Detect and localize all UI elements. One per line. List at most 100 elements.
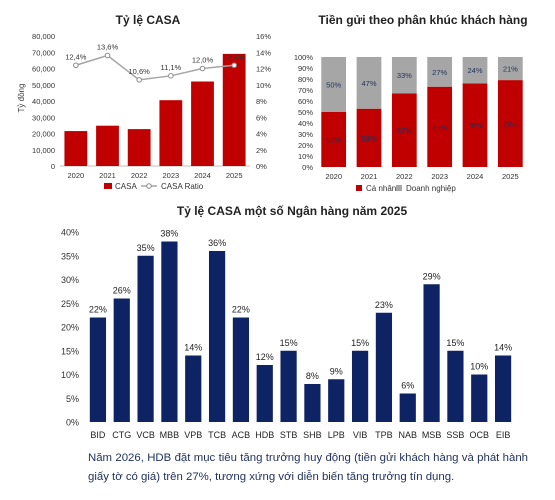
doanh-nghiep-bar	[497, 57, 523, 81]
legend-swatch-doanh-nghiep	[396, 185, 402, 191]
bank-tick-label: ACB	[232, 430, 251, 440]
segment-value-label: 53%	[361, 134, 376, 143]
bank-chart-title: Tỷ lệ CASA một số Ngân hàng năm 2025	[177, 204, 408, 218]
y-tick-label: 20,000	[32, 130, 55, 139]
bank-tick-label: VPB	[184, 430, 202, 440]
bank-tick-label: TCB	[208, 430, 226, 440]
casa-bar	[159, 100, 183, 166]
casa-y-axis-label: Tỷ đồng	[17, 84, 26, 113]
segment-value-label: 50%	[326, 81, 341, 90]
y2-tick-label: 2%	[256, 146, 267, 155]
casa-ratio-label: 11,1%	[160, 63, 181, 72]
segment-value-label: 67%	[397, 126, 412, 135]
doanh-nghiep-bar	[391, 57, 417, 94]
bank-value-label: 14%	[184, 343, 202, 353]
bank-value-label: 22%	[232, 305, 250, 315]
y-tick-label: 60%	[298, 97, 313, 106]
x-tick-label: 2023	[431, 172, 448, 181]
y-tick-label: 10%	[298, 152, 313, 161]
ca-nhan-bar	[356, 108, 382, 167]
ca-nhan-bar	[497, 80, 523, 167]
casa-legend: CASA CASA Ratio	[104, 182, 204, 191]
bank-casa-bar	[161, 241, 178, 422]
bank-value-label: 35%	[137, 243, 155, 253]
bank-value-label: 36%	[208, 238, 226, 248]
y-tick-label: 40%	[298, 119, 313, 128]
bank-value-label: 8%	[306, 371, 319, 381]
casa-bar	[222, 53, 246, 166]
bank-casa-bar	[471, 374, 488, 422]
bank-tick-label: STB	[280, 430, 298, 440]
segment-value-label: 47%	[361, 79, 376, 88]
y-tick-label: 80%	[298, 75, 313, 84]
y-tick-label: 35%	[61, 251, 79, 261]
bank-value-label: 15%	[280, 338, 298, 348]
casa-bar	[191, 81, 214, 166]
casa-bar	[127, 129, 151, 166]
y-tick-label: 0%	[302, 163, 313, 172]
bank-value-label: 14%	[494, 343, 512, 353]
y-tick-label: 5%	[66, 394, 79, 404]
y2-tick-label: 12%	[256, 65, 271, 74]
bank-casa-bar	[232, 317, 250, 422]
y-tick-label: 20%	[61, 323, 79, 333]
segment-value-label: 21%	[503, 65, 518, 74]
casa-ratio-point	[73, 62, 79, 69]
bank-casa-bar	[494, 355, 512, 422]
y2-tick-label: 0%	[256, 162, 267, 171]
deposit-chart-title: Tiền gửi theo phân khúc khách hàng	[318, 13, 527, 27]
casa-ratio-point	[199, 65, 206, 72]
bank-tick-label: VCB	[136, 430, 155, 440]
x-tick-label: 2024	[467, 172, 484, 181]
casa-bar	[64, 131, 88, 166]
segment-value-label: 79%	[503, 120, 518, 129]
x-tick-label: 2023	[162, 171, 179, 180]
y2-tick-label: 8%	[256, 97, 267, 106]
bank-casa-bar	[185, 355, 202, 422]
bank-value-label: 26%	[113, 286, 131, 296]
x-tick-label: 2020	[325, 172, 342, 181]
casa-ratio-point	[104, 52, 111, 59]
bank-tick-label: CTG	[112, 430, 131, 440]
casa-ratio-label: 10,6%	[129, 67, 151, 76]
segment-value-label: 76%	[467, 121, 482, 130]
legend-label-casa: CASA	[115, 182, 137, 191]
y-tick-label: 15%	[61, 346, 79, 356]
y-tick-label: 70%	[298, 86, 313, 95]
bank-value-label: 6%	[401, 381, 414, 391]
y2-tick-label: 6%	[256, 113, 267, 122]
bank-casa-bar	[447, 350, 464, 422]
legend-label-ca-nhan: Cá nhân	[366, 184, 396, 193]
x-tick-label: 2021	[361, 172, 378, 181]
bank-tick-label: TPB	[375, 430, 393, 440]
bank-casa-bar	[304, 384, 321, 422]
y2-tick-label: 16%	[256, 32, 271, 41]
bank-tick-label: HDB	[255, 430, 274, 440]
legend-label-casa-ratio: CASA Ratio	[161, 182, 204, 191]
bank-tick-label: LPB	[328, 430, 345, 440]
bank-value-label: 23%	[375, 300, 393, 310]
casa-chart-title: Tỷ lệ CASA	[116, 13, 181, 27]
legend-swatch-casa	[104, 183, 112, 189]
bank-value-label: 12%	[256, 352, 274, 362]
casa-chart: Tỷ lệ CASA Tỷ đồng 0 10,000 20,000 30,000 40…	[17, 13, 271, 191]
y-tick-label: 90%	[298, 64, 313, 73]
x-tick-label: 2021	[99, 171, 116, 180]
bank-casa-bar	[256, 365, 273, 422]
segment-value-label: 33%	[397, 71, 412, 80]
bank-casa-bar	[89, 317, 107, 422]
y-tick-label: 30%	[61, 275, 79, 285]
bank-tick-label: NAB	[398, 430, 417, 440]
y-tick-label: 50,000	[32, 81, 55, 90]
segment-value-label: 24%	[467, 66, 482, 75]
casa-ratio-point	[231, 62, 237, 69]
ca-nhan-bar	[462, 83, 488, 167]
ca-nhan-bar	[391, 93, 417, 167]
ca-nhan-bar	[321, 112, 347, 167]
bank-value-label: 15%	[446, 338, 464, 348]
ca-nhan-bar	[427, 86, 453, 167]
y-tick-label: 50%	[298, 108, 313, 117]
bank-tick-label: EIB	[496, 430, 511, 440]
x-tick-label: 2022	[396, 172, 413, 181]
casa-ratio-label: 12,4%	[65, 52, 87, 61]
